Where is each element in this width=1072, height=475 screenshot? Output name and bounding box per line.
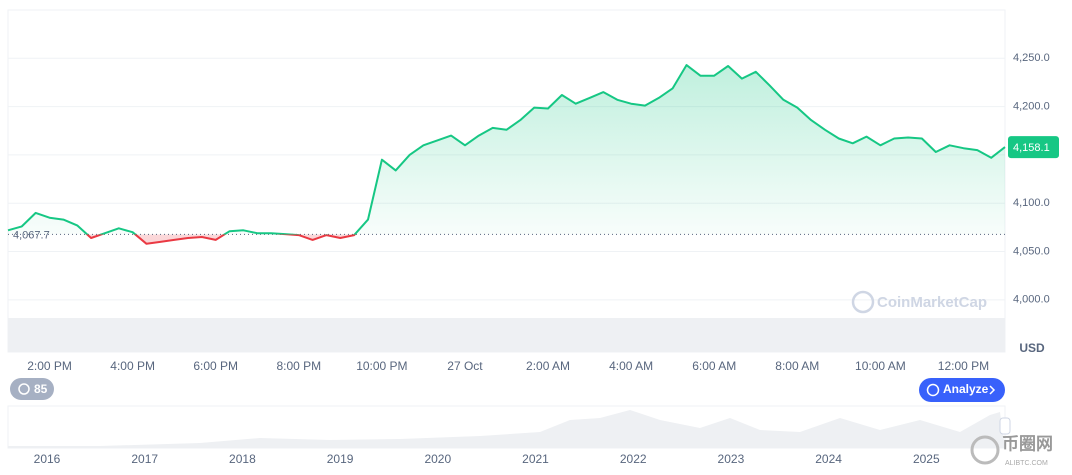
analyze-bg[interactable]: [919, 378, 1005, 402]
navigator-year: 2016: [34, 452, 61, 466]
x-tick-label: 4:00 AM: [609, 359, 653, 373]
navigator-year: 2025: [913, 452, 940, 466]
x-tick-label: 27 Oct: [447, 359, 483, 373]
y-tick-label: 4,050.0: [1013, 245, 1050, 257]
current-price-label: 4,158.1: [1013, 142, 1050, 154]
currency-label: USD: [1019, 341, 1045, 355]
price-line: [7, 64, 1006, 245]
navigator-year: 2023: [718, 452, 745, 466]
analyze-button[interactable]: Analyze: [919, 378, 1005, 402]
x-tick-label: 6:00 AM: [692, 359, 736, 373]
navigator-year: 2018: [229, 452, 256, 466]
navigator-area: [8, 410, 1005, 448]
x-tick-label: 2:00 AM: [526, 359, 570, 373]
area-fill: [8, 65, 1005, 244]
x-tick-label: 10:00 PM: [356, 359, 407, 373]
navigator-year: 2024: [815, 452, 842, 466]
logo-icon: [970, 435, 1000, 465]
watermark: CoinMarketCap: [877, 294, 987, 311]
analyze-label[interactable]: Analyze: [943, 382, 989, 396]
analyze-chevron: [989, 385, 996, 395]
y-tick-label: 4,100.0: [1013, 197, 1050, 209]
volume-band: [8, 318, 1005, 352]
x-tick-label: 12:00 PM: [938, 359, 989, 373]
logo-name: 币圈网: [1002, 434, 1053, 453]
x-tick-label: 8:00 AM: [775, 359, 819, 373]
navigator-year: 2021: [522, 452, 549, 466]
navigator-year: 2017: [131, 452, 158, 466]
watermark-icon: [851, 290, 875, 314]
x-tick-label: 4:00 PM: [110, 359, 155, 373]
reference-label: 4,067.7: [13, 229, 50, 241]
analyze-icon: [926, 383, 940, 397]
y-tick-label: 4,250.0: [1013, 52, 1050, 64]
current-price-badge: [1008, 136, 1059, 159]
x-tick-label: 6:00 PM: [193, 359, 238, 373]
navigator-handle[interactable]: [999, 417, 1011, 435]
x-tick-label: 10:00 AM: [855, 359, 906, 373]
x-tick-label: 2:00 PM: [27, 359, 72, 373]
navigator-years: 2016 2017 2018 2019 2020 2021 2022 2023 2024 2025: [34, 452, 940, 466]
navigator-year: 2022: [620, 452, 647, 466]
history-count[interactable]: 85: [34, 382, 48, 396]
history-badge[interactable]: 85: [10, 378, 54, 400]
site-logo: 币圈网 ALIBTC.COM: [970, 434, 1053, 467]
history-badge-bg[interactable]: [10, 378, 54, 400]
x-tick-label: 8:00 PM: [276, 359, 321, 373]
y-tick-label: 4,200.0: [1013, 101, 1050, 113]
history-icon: [18, 383, 30, 395]
y-tick-label: 4,000.0: [1013, 294, 1050, 306]
navigator-year: 2020: [424, 452, 451, 466]
logo-url: ALIBTC.COM: [1005, 460, 1048, 467]
navigator-year: 2019: [327, 452, 354, 466]
